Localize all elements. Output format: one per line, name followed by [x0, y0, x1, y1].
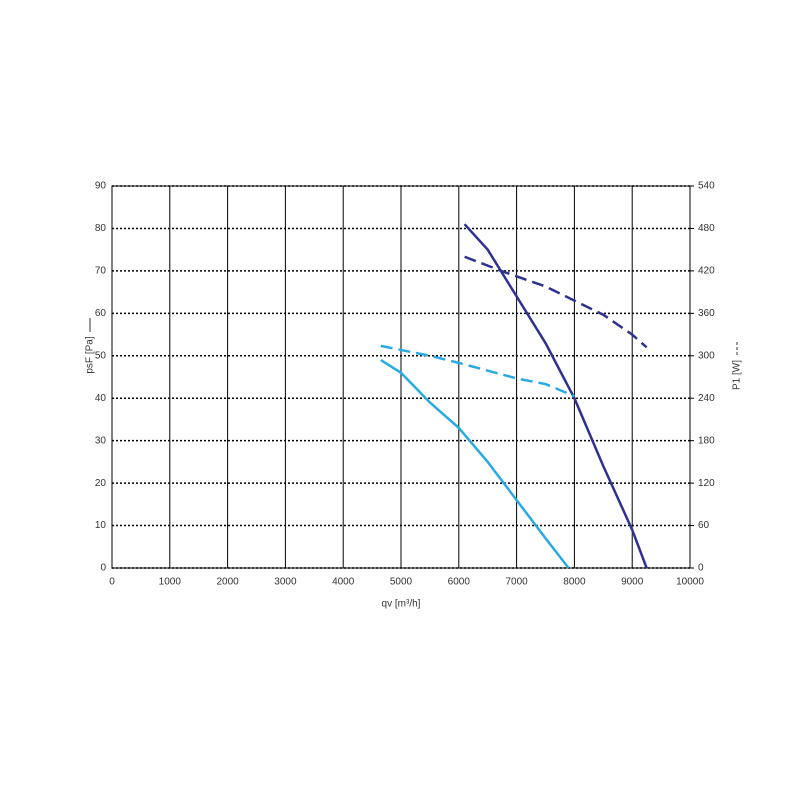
x-tick-label: 4000 [332, 577, 355, 588]
y2-tick-label: 120 [698, 478, 715, 489]
x-tick-label: 7000 [505, 577, 528, 588]
y2-tick-label: 60 [698, 520, 710, 531]
x-tick-label: 8000 [563, 577, 586, 588]
y-tick-label: 0 [100, 563, 106, 574]
y-axis-title: psF [Pa] [85, 336, 96, 373]
y-tick-label: 60 [95, 308, 107, 319]
y-tick-label: 30 [95, 435, 107, 446]
y-tick-label: 50 [95, 350, 107, 361]
x-tick-label: 0 [109, 577, 115, 588]
x-tick-label: 5000 [390, 577, 413, 588]
x-tick-label: 3000 [274, 577, 297, 588]
series-line [380, 358, 570, 569]
y2-tick-label: 0 [698, 563, 704, 574]
series-line [380, 344, 575, 398]
y2-tick-label: 480 [698, 223, 715, 234]
y-tick-label: 20 [95, 478, 107, 489]
y2-tick-label: 360 [698, 308, 715, 319]
y-tick-label: 70 [95, 266, 107, 277]
y2-axis-title: P1 [W] [732, 360, 743, 390]
x-tick-label: 6000 [448, 577, 471, 588]
x-tick-label: 2000 [216, 577, 239, 588]
x-tick-label: 10000 [676, 577, 704, 588]
x-tick-label: 9000 [621, 577, 644, 588]
y2-tick-label: 540 [698, 181, 715, 192]
x-tick-label: 1000 [159, 577, 182, 588]
series-line [463, 223, 648, 569]
y2-tick-label: 420 [698, 266, 715, 277]
y2-tick-label: 180 [698, 435, 715, 446]
y-tick-label: 80 [95, 223, 107, 234]
y-tick-label: 90 [95, 181, 107, 192]
y-tick-label: 10 [95, 520, 107, 531]
y2-tick-label: 240 [698, 393, 715, 404]
x-axis-title: qv [m³/h] [382, 599, 421, 610]
series-line [464, 255, 648, 349]
y2-tick-label: 300 [698, 350, 715, 361]
y-tick-label: 40 [95, 393, 107, 404]
